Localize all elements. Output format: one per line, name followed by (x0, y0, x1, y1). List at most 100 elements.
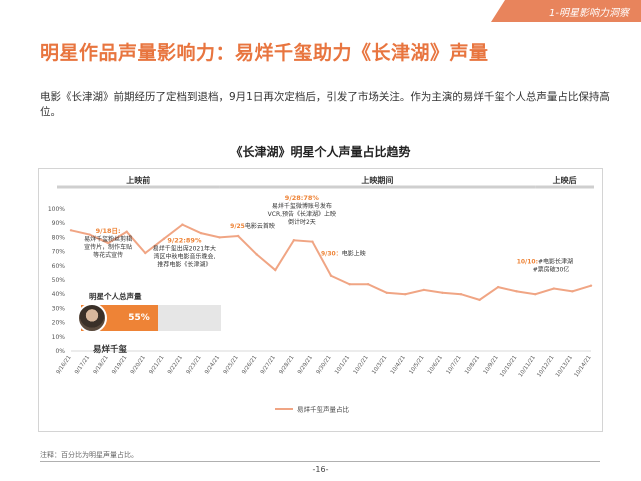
annotation-line: 倒计时2天 (288, 218, 316, 226)
data-point (571, 290, 574, 293)
x-tick-label: 9/29/21 (297, 355, 314, 376)
intro-text: 电影《长津湖》前期经历了定档到退档，9月1日再次定档后，引发了市场关注。作为主演… (40, 91, 610, 118)
data-point (404, 293, 407, 296)
person-photo-icon (77, 303, 107, 333)
y-tick-label: 40% (52, 291, 66, 298)
annotation-date: 10/10: (517, 258, 538, 265)
x-tick-label: 10/6/21 (427, 355, 444, 376)
page-title: 明星作品声量影响力：易烊千玺助力《长津湖》声量 (40, 42, 489, 64)
x-tick-label: 10/4/21 (390, 355, 407, 376)
x-tick-label: 9/20/21 (130, 355, 147, 376)
x-tick-label: 10/9/21 (483, 355, 500, 376)
data-point (236, 234, 240, 238)
x-tick-label: 10/2/21 (353, 355, 370, 376)
x-tick-label: 9/28/21 (278, 355, 295, 376)
annotation-line: 易烊千玺粉丝剪辑 (84, 235, 132, 243)
x-tick-label: 9/18/21 (93, 355, 110, 376)
card-value: 55% (128, 313, 150, 323)
data-point (589, 284, 593, 287)
footnote: 注释：百分比为明星声量占比。 (40, 451, 138, 459)
annotation-date: 9/25 (230, 223, 245, 230)
annotation-text: 10/10:#电影长津湖 (517, 257, 573, 265)
data-point (329, 274, 333, 277)
annotation-line: #电影长津湖 (538, 257, 573, 265)
annotation-line: 等花式宣传 (93, 251, 123, 259)
y-tick-label: 10% (52, 334, 66, 341)
data-point (459, 293, 463, 296)
y-tick-label: 30% (52, 305, 66, 312)
annotation-line: 湾区中秋电影音乐晚会, (153, 253, 215, 261)
chart-title: 《长津湖》明星个人声量占比趋势 (230, 145, 411, 159)
x-tick-label: 10/14/21 (574, 355, 593, 379)
legend-label: 易烊千玺声量占比 (297, 405, 350, 414)
phase-label: 上映前 (126, 175, 150, 185)
y-tick-label: 20% (52, 320, 66, 327)
data-point (255, 253, 258, 256)
x-tick-label: 9/24/21 (204, 355, 221, 376)
annotation-text: 9/25电影云首映 (230, 222, 275, 230)
x-tick-label: 9/26/21 (241, 355, 258, 376)
annotation-line: VCR,预告《长津湖》上映 (268, 210, 336, 218)
data-point (311, 240, 314, 243)
x-tick-label: 10/3/21 (371, 355, 388, 376)
data-point (125, 230, 128, 233)
annotation-line: 电影云首映 (245, 222, 275, 230)
annotation-line: 宣传片，制作车贴 (84, 243, 132, 251)
card-star-name: 易烊千玺 (93, 345, 128, 355)
phase-label: 上映期间 (361, 175, 393, 185)
x-tick-label: 10/12/21 (536, 355, 555, 379)
card-label: 明星个人总声量 (89, 292, 142, 301)
phase-label: 上映后 (553, 175, 577, 185)
annotation-line: #票房破30亿 (533, 265, 570, 273)
x-tick-label: 9/19/21 (111, 355, 128, 376)
annotation-date: 9/28:78% (285, 194, 320, 202)
trend-chart: 上映前 上映期间 上映后 0% 10% 20% 30% 40% 50% 60% 70% 80% 90% 1… (48, 175, 594, 414)
x-tick-label: 10/8/21 (464, 355, 481, 376)
data-point (162, 237, 166, 241)
x-tick-label: 9/23/21 (186, 355, 203, 376)
x-tick-label: 10/7/21 (446, 355, 463, 376)
x-tick-label: 10/5/21 (408, 355, 425, 376)
annotation-date: 9/22:89% (167, 237, 202, 245)
y-tick-label: 100% (48, 206, 65, 213)
data-point (534, 293, 537, 296)
data-point (496, 285, 500, 289)
annotation-line: 易烊千玺微博账号发布 (272, 202, 332, 210)
x-tick-label: 9/21/21 (148, 355, 165, 376)
footer-divider (40, 461, 600, 462)
x-tick-label: 9/27/21 (260, 355, 277, 376)
x-tick-label: 10/1/21 (334, 355, 351, 376)
x-tick-label: 10/13/21 (555, 355, 574, 379)
x-tick-label: 9/30/21 (316, 355, 333, 376)
data-point (478, 298, 481, 302)
data-point (106, 241, 110, 245)
section-tag: 1-明星影响力洞察 (491, 0, 641, 22)
y-tick-label: 0% (55, 348, 65, 355)
annotation-text: 9/30：电影上映 (321, 250, 366, 258)
y-tick-label: 60% (52, 263, 66, 270)
data-point (515, 290, 518, 293)
data-point (366, 283, 370, 286)
data-point (441, 291, 444, 294)
data-point (348, 283, 351, 286)
annotation-line: 推荐电影《长津湖》 (157, 261, 211, 269)
annotation-line: 易烊千玺出席2021年大 (153, 245, 216, 253)
chart-panel: 上映前 上映期间 上映后 0% 10% 20% 30% 40% 50% 60% 70% 80% 90% 1… (38, 168, 603, 432)
x-tick-label: 9/16/21 (56, 355, 73, 376)
y-tick-label: 80% (52, 234, 66, 241)
x-tick-label: 10/11/21 (518, 355, 537, 379)
data-point (88, 233, 91, 236)
x-tick-label: 9/25/21 (223, 355, 240, 376)
x-tick-label: 9/17/21 (74, 355, 91, 376)
data-point (292, 239, 296, 242)
star-share-card: 明星个人总声量 55% 易烊千玺 (77, 291, 221, 357)
y-tick-label: 50% (52, 277, 66, 284)
data-point (69, 229, 73, 232)
data-point (218, 236, 221, 239)
annotation-date: 9/18日: (96, 227, 121, 235)
x-tick-label: 9/22/21 (167, 355, 184, 376)
data-point (199, 231, 203, 235)
y-tick-label: 70% (52, 249, 66, 256)
y-tick-label: 90% (52, 220, 66, 227)
data-point (422, 288, 426, 292)
